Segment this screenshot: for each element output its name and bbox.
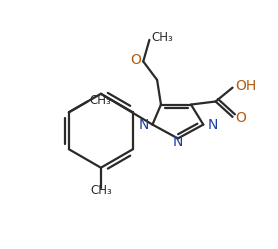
Text: O: O [130,53,141,67]
Text: OH: OH [236,79,257,93]
Text: N: N [173,135,183,149]
Text: CH₃: CH₃ [151,31,173,44]
Text: CH₃: CH₃ [90,184,112,197]
Text: N: N [138,118,149,131]
Text: O: O [236,112,247,125]
Text: CH₃: CH₃ [90,94,112,107]
Text: N: N [207,118,217,131]
